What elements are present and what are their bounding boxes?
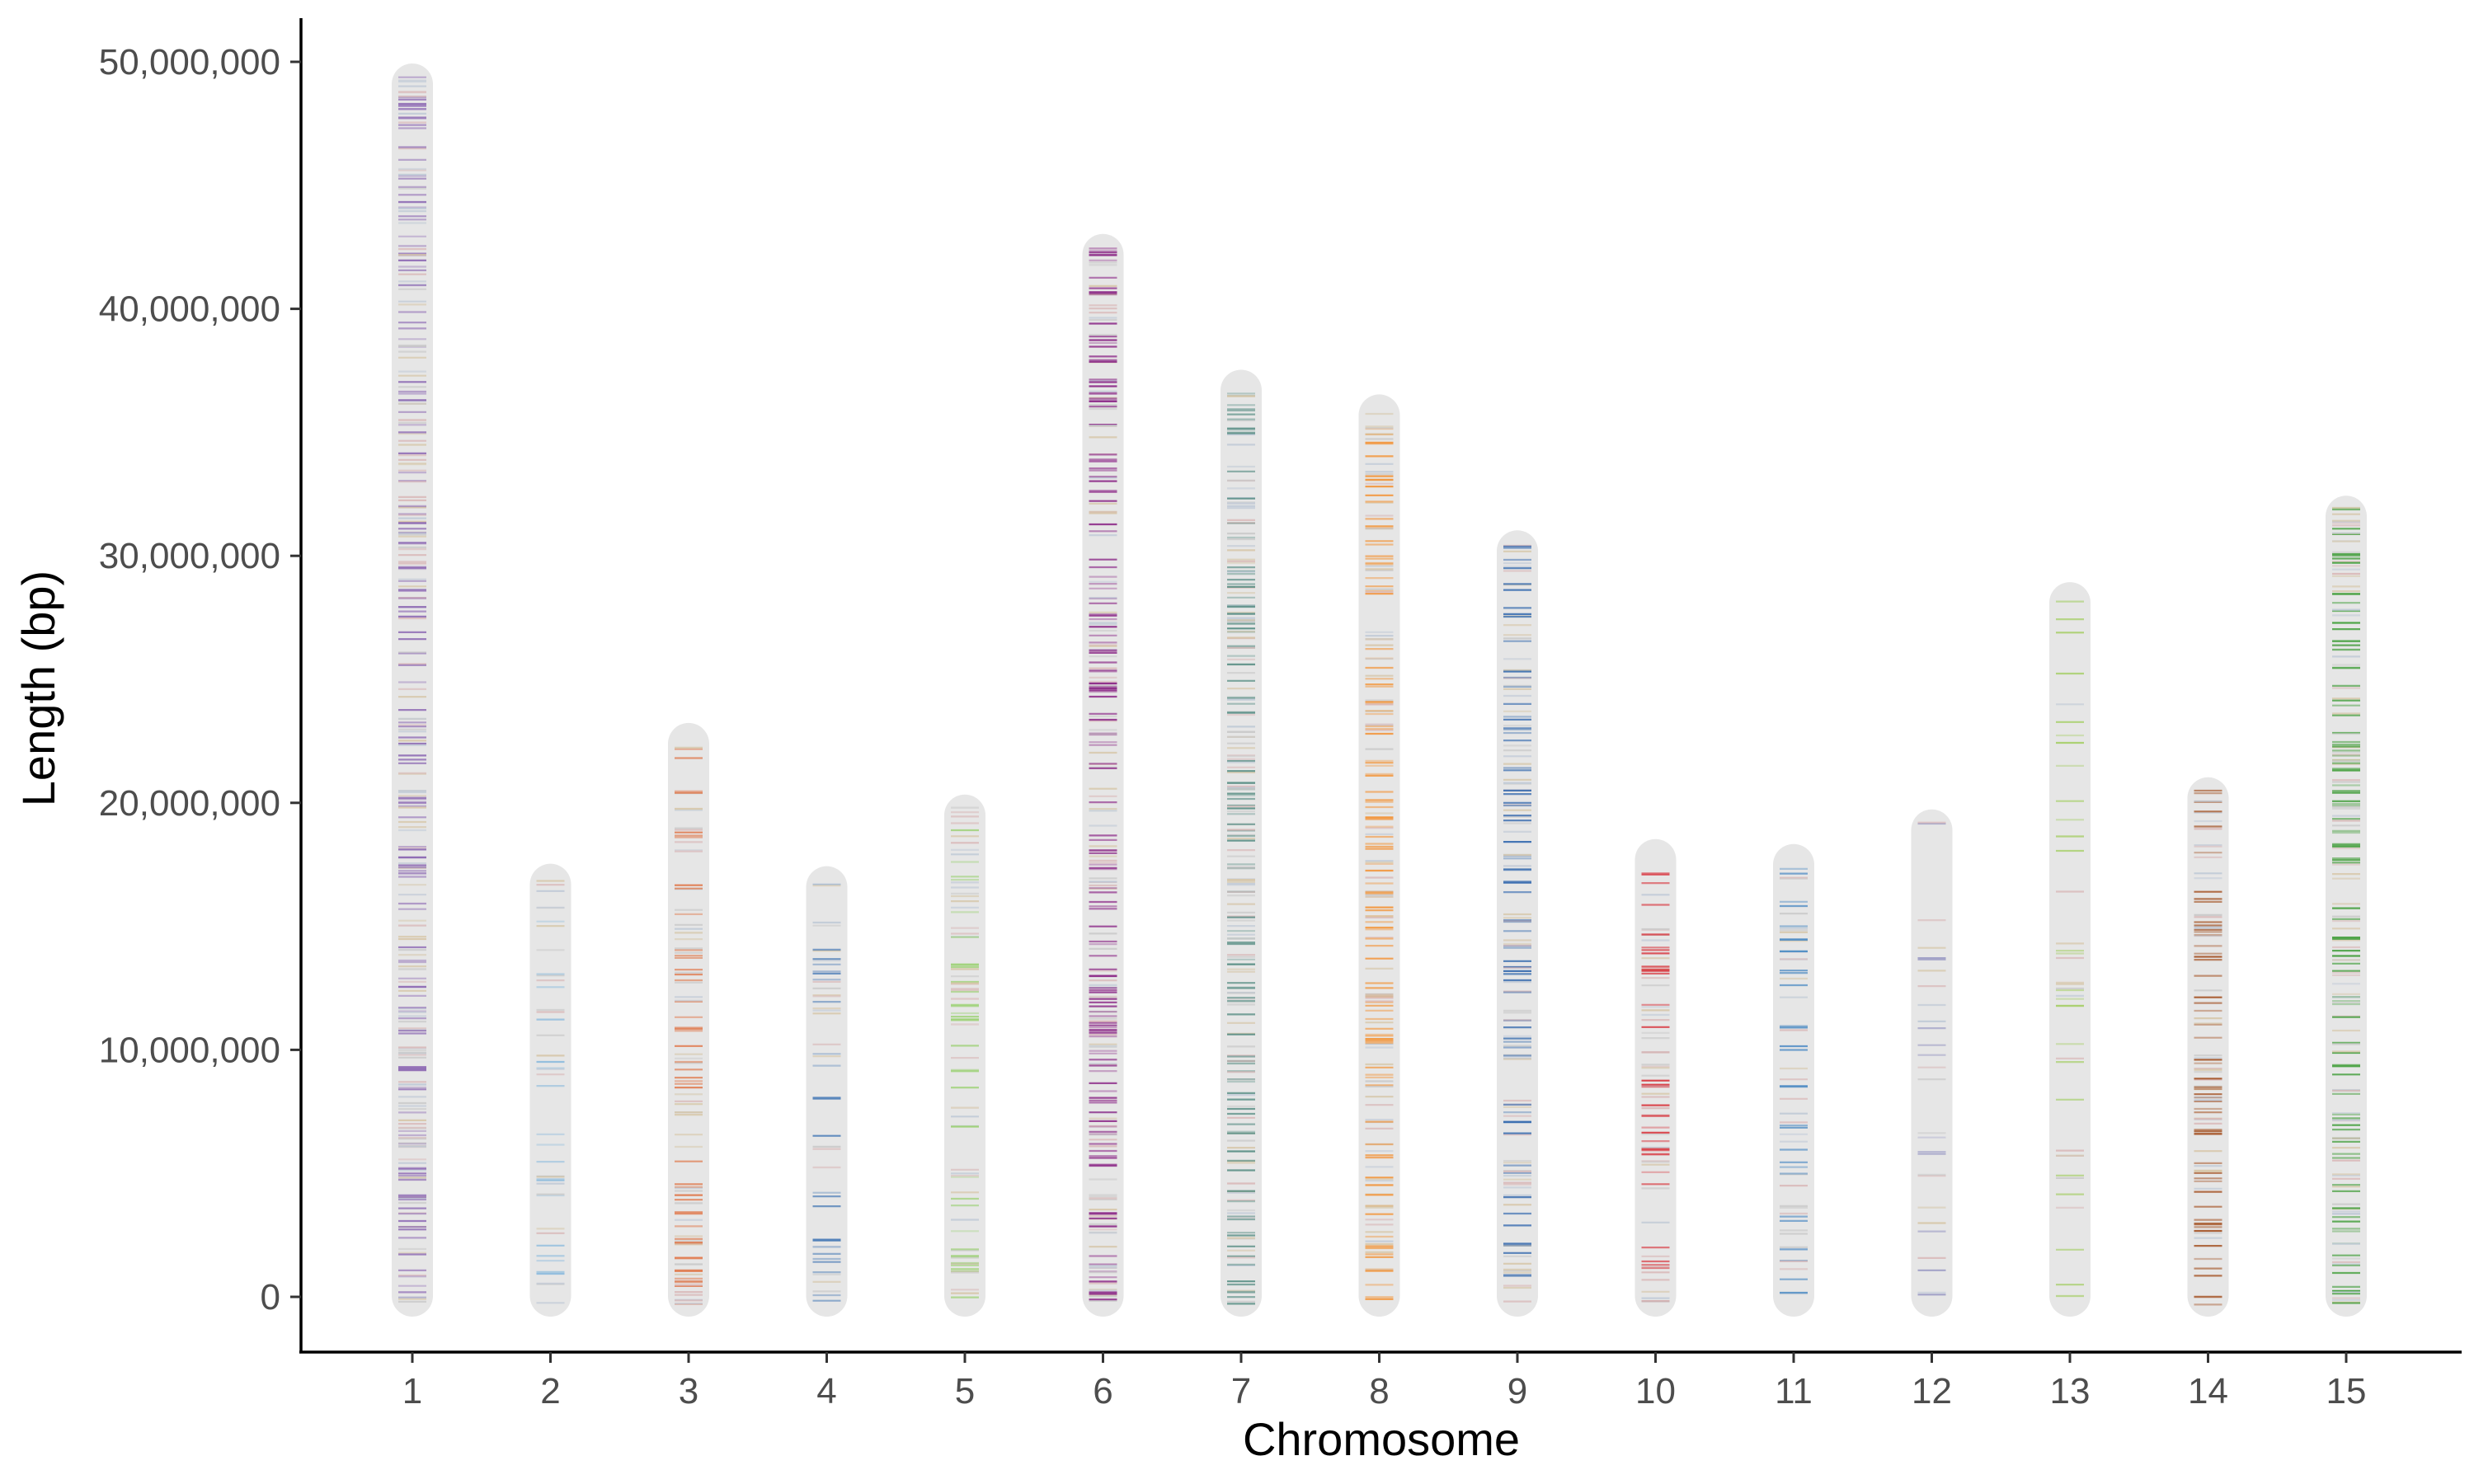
x-tick-label: 3	[679, 1371, 698, 1411]
chromosome-11	[1773, 843, 1814, 1317]
x-tick-label: 15	[2326, 1371, 2367, 1411]
chromosome-bar	[1773, 843, 1814, 1317]
x-axis: 1 2 3 4 5 6 7 8 9 10 11 12 13 14 15	[299, 1350, 2462, 1411]
chromosome-bar	[1082, 233, 1124, 1317]
y-axis-title: Length (bp)	[12, 571, 64, 806]
chromosome-14	[2187, 777, 2229, 1317]
y-tick-label: 30,000,000	[99, 536, 280, 576]
chromosome-12	[1911, 809, 1953, 1317]
chromosome-2	[529, 863, 571, 1317]
chromosome-bar	[1634, 838, 1677, 1317]
x-tick-label: 12	[1912, 1371, 1952, 1411]
chromosome-5	[944, 794, 985, 1317]
chromosome-6	[1082, 233, 1124, 1317]
chromosome-bar	[1221, 369, 1262, 1317]
x-tick-label: 5	[955, 1371, 975, 1411]
chromosome-1	[392, 63, 433, 1317]
chromosome-bar	[1911, 809, 1953, 1317]
chromosome-bar	[2326, 495, 2367, 1317]
x-tick-label: 13	[2050, 1371, 2091, 1411]
x-tick-label: 10	[1635, 1371, 1676, 1411]
y-tick-label: 20,000,000	[99, 783, 280, 824]
x-tick-label: 9	[1507, 1371, 1527, 1411]
chromosome-bar	[668, 722, 709, 1317]
y-tick-label: 0	[261, 1277, 280, 1317]
x-tick-label: 11	[1775, 1371, 1813, 1411]
y-axis: 0 10,000,000 20,000,000 30,000,000 40,000,00…	[99, 18, 303, 1352]
chromosome-bar	[1497, 530, 1538, 1317]
chromosome-15	[2326, 495, 2367, 1317]
chromosome-4	[806, 866, 848, 1317]
y-tick-label: 10,000,000	[99, 1030, 280, 1070]
x-tick-label: 4	[816, 1371, 836, 1411]
x-tick-label: 1	[402, 1371, 422, 1411]
y-tick-label: 50,000,000	[99, 42, 280, 82]
chromosome-9	[1497, 530, 1538, 1317]
x-tick-label: 6	[1093, 1371, 1112, 1411]
x-tick-label: 7	[1231, 1371, 1251, 1411]
x-tick-label: 2	[540, 1371, 560, 1411]
chromosome-bar	[2049, 582, 2091, 1317]
chromosome-bar	[529, 863, 571, 1317]
chromosome-bar	[2187, 777, 2229, 1317]
plot-area	[392, 63, 2367, 1317]
chromosome-3	[668, 722, 709, 1317]
x-axis-title: Chromosome	[1243, 1413, 1520, 1465]
chromosome-bar	[944, 794, 985, 1317]
chromosome-10	[1634, 838, 1677, 1317]
x-tick-label: 14	[2188, 1371, 2228, 1411]
chromosome-bar	[806, 866, 848, 1317]
chromosome-8	[1358, 394, 1400, 1317]
chromosome-7	[1221, 369, 1262, 1317]
x-tick-label: 8	[1369, 1371, 1389, 1411]
chromosome-13	[2049, 582, 2091, 1317]
y-tick-label: 40,000,000	[99, 289, 280, 330]
